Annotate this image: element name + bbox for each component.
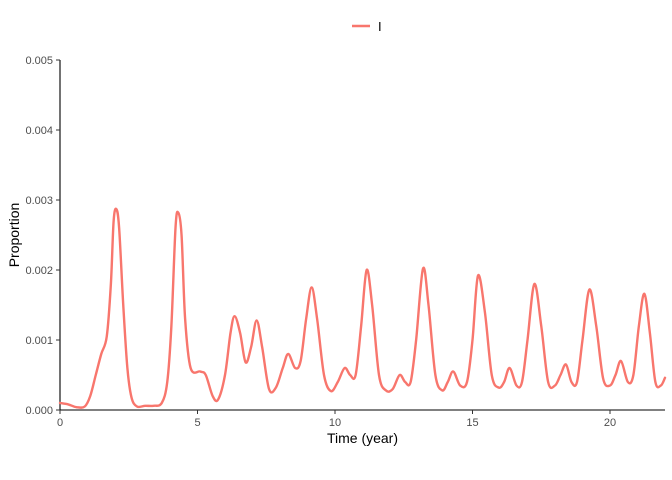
y-tick-label: 0.001 [25, 335, 53, 347]
x-tick-label: 15 [466, 417, 478, 429]
y-axis: 0.000 0.001 0.002 0.003 0.004 0.005 [25, 55, 61, 417]
legend-label: I [378, 19, 382, 34]
y-axis-title: Proportion [6, 203, 22, 268]
legend: I [352, 19, 382, 34]
x-axis-title: Time (year) [327, 430, 398, 446]
y-tick-label: 0.000 [25, 405, 53, 417]
plot-series [58, 207, 667, 409]
x-tick-label: 5 [194, 417, 200, 429]
series-line-0 [58, 207, 667, 409]
y-tick-label: 0.004 [25, 125, 53, 137]
x-axis: 0 5 10 15 20 [57, 409, 665, 429]
x-tick-label: 10 [329, 417, 341, 429]
y-tick-label: 0.005 [25, 55, 53, 67]
y-tick-label: 0.003 [25, 195, 53, 207]
x-tick-label: 0 [57, 417, 63, 429]
y-tick-label: 0.002 [25, 265, 53, 277]
x-tick-label: 20 [604, 417, 616, 429]
